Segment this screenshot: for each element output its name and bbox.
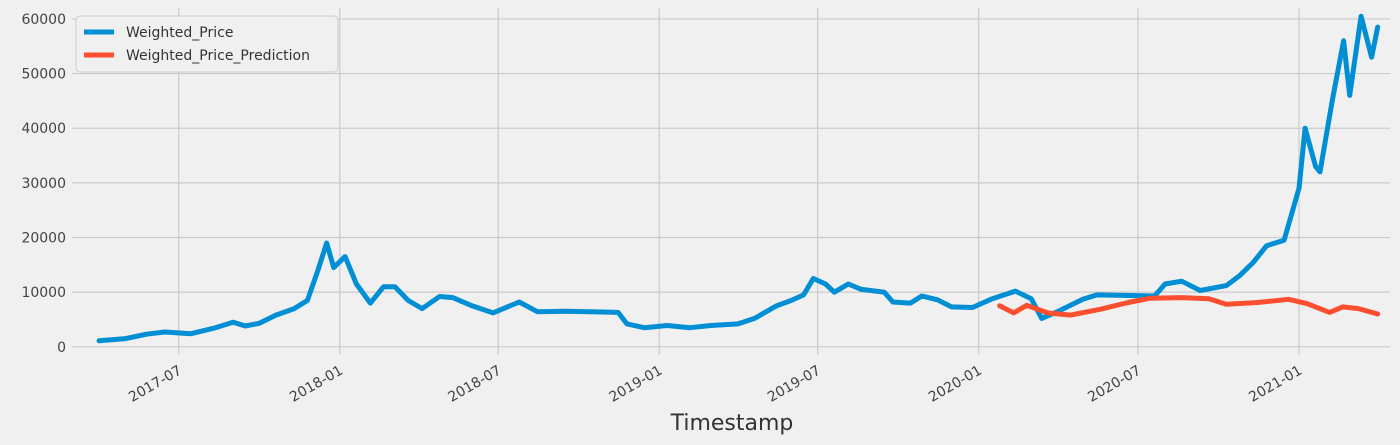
x-tick-label: 2019-07: [765, 363, 824, 406]
series-line-weighted-price-prediction: [997, 295, 1381, 318]
x-tick-label: 2020-07: [1085, 363, 1144, 406]
x-axis-title: Timestamp: [670, 411, 794, 436]
y-tick-label: 60000: [21, 12, 66, 28]
legend-label-weighted-price: Weighted_Price: [126, 25, 233, 41]
y-tick-label: 10000: [21, 285, 66, 301]
x-tick-label: 2021-01: [1246, 363, 1305, 406]
x-tick-label: 2017-07: [126, 363, 185, 406]
x-axis-ticks: 2017-07 2018-01 2018-07 2019-01 2019-07 2020-…: [126, 363, 1305, 406]
y-tick-label: 0: [57, 340, 66, 356]
x-tick-label: 2018-01: [287, 363, 346, 406]
series-line-weighted-price: [96, 13, 1381, 344]
legend: Weighted_Price Weighted_Price_Prediction: [75, 15, 339, 73]
x-tick-label: 2020-01: [926, 363, 985, 406]
y-tick-label: 30000: [21, 176, 66, 192]
legend-label-weighted-price-prediction: Weighted_Price_Prediction: [126, 48, 310, 64]
y-tick-label: 50000: [21, 67, 66, 83]
series-layer: [96, 13, 1381, 344]
y-axis-ticks: 0 10000 20000 30000 40000 50000 60000: [21, 12, 66, 356]
y-tick-label: 20000: [21, 231, 66, 247]
y-tick-label: 40000: [21, 121, 66, 137]
x-tick-label: 2019-01: [607, 363, 666, 406]
legend-box: [75, 15, 339, 73]
x-tick-label: 2018-07: [446, 363, 505, 406]
